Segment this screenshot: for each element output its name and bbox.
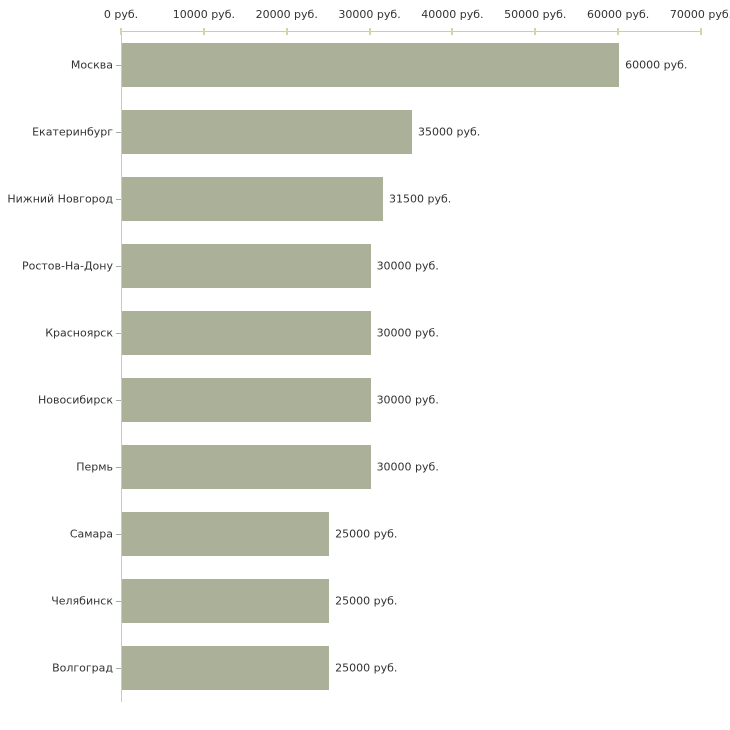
x-axis-tick-label: 30000 руб. <box>338 8 401 21</box>
x-axis-tick-label: 40000 руб. <box>421 8 484 21</box>
y-axis-line <box>121 31 122 702</box>
bar-row: Нижний Новгород 31500 руб. <box>7 165 701 232</box>
bar-row: Челябинск 25000 руб. <box>51 568 701 635</box>
y-axis-tick-mark <box>116 332 121 334</box>
bar <box>122 310 371 355</box>
bar-row: Ростов-На-Дону 30000 руб. <box>22 232 701 299</box>
bar <box>122 109 412 154</box>
category-label: Екатеринбург <box>32 125 113 139</box>
y-axis-tick-mark <box>116 668 121 670</box>
bar <box>122 646 330 691</box>
category-label: Самара <box>69 527 113 541</box>
bar <box>122 579 330 624</box>
bar-value-label: 30000 руб. <box>376 460 439 474</box>
y-axis-tick-mark <box>116 131 121 133</box>
bar-value-label: 60000 руб. <box>625 58 688 72</box>
bar-value-label: 25000 руб. <box>335 527 398 541</box>
y-axis-tick-mark <box>116 265 121 267</box>
y-axis-tick-mark <box>116 198 121 200</box>
x-axis-tick-label: 60000 руб. <box>587 8 650 21</box>
x-axis-tick-label: 50000 руб. <box>504 8 567 21</box>
x-axis-tick-mark <box>617 28 620 35</box>
category-label: Пермь <box>76 460 113 474</box>
bar <box>122 176 383 221</box>
x-axis-line <box>121 31 701 32</box>
y-axis-tick-mark <box>116 64 121 66</box>
bar <box>122 512 330 557</box>
x-axis-tick-mark <box>534 28 537 35</box>
bar-value-label: 30000 руб. <box>376 259 439 273</box>
x-axis-tick-mark <box>451 28 454 35</box>
x-axis-tick-mark <box>120 28 122 35</box>
category-label: Красноярск <box>45 326 113 340</box>
x-axis-tick-mark <box>368 28 371 35</box>
x-axis-tick-mark <box>202 28 205 35</box>
bar-value-label: 30000 руб. <box>376 326 439 340</box>
bar-row: Красноярск 30000 руб. <box>45 299 701 366</box>
bar-row: Екатеринбург 35000 руб. <box>32 98 701 165</box>
bar-value-label: 35000 руб. <box>418 125 481 139</box>
x-axis-tick-label: 0 руб. <box>103 8 139 21</box>
x-axis-tick-label: 20000 руб. <box>255 8 318 21</box>
bar-value-label: 25000 руб. <box>335 594 398 608</box>
category-label: Челябинск <box>51 594 113 608</box>
x-axis-tick-mark <box>285 28 288 35</box>
bar <box>122 378 371 422</box>
bar-value-label: 31500 руб. <box>389 192 452 206</box>
y-axis-tick-mark <box>116 467 121 469</box>
x-axis: 0 руб. 10000 руб. 20000 руб. 30000 руб. 4000… <box>104 7 730 23</box>
x-axis-tick-mark <box>700 28 702 35</box>
category-label: Волгоград <box>52 661 113 675</box>
bar-row: Самара 25000 руб. <box>70 501 701 568</box>
category-label: Ростов-На-Дону <box>21 259 113 273</box>
bar-value-label: 25000 руб. <box>335 661 398 675</box>
bar <box>122 445 371 490</box>
bar <box>122 243 371 288</box>
bar-row: Волгоград 25000 руб. <box>52 635 701 702</box>
bar-row: Новосибирск 30000 руб. <box>38 367 701 434</box>
y-axis-tick-mark <box>116 400 121 402</box>
x-axis-tick-label: 10000 руб. <box>172 8 235 21</box>
bar-row: Москва 60000 руб. <box>71 31 701 98</box>
category-label: Москва <box>70 58 113 72</box>
y-axis-tick-mark <box>116 534 121 536</box>
category-label: Нижний Новгород <box>7 192 113 206</box>
x-axis-tick-label: 70000 руб. <box>669 8 730 21</box>
bar-row: Пермь 30000 руб. <box>76 434 701 501</box>
bar <box>122 42 620 87</box>
plot-area: Москва 60000 руб. Екатеринбург 35000 руб. Ни… <box>7 28 702 702</box>
bar-value-label: 30000 руб. <box>376 393 439 407</box>
category-label: Новосибирск <box>37 393 113 407</box>
y-axis-tick-mark <box>116 601 121 603</box>
